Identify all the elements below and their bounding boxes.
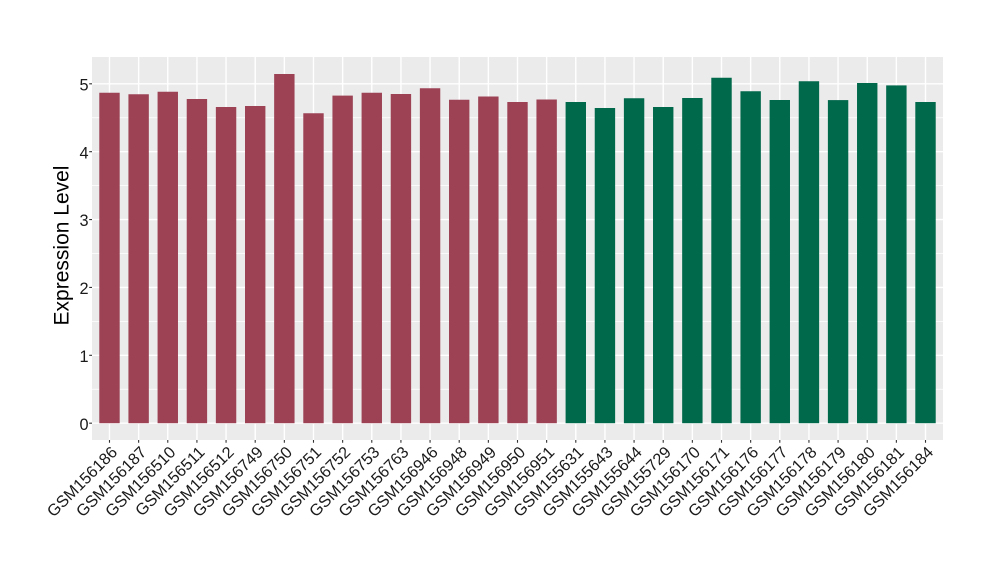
svg-text:4: 4 (79, 144, 88, 162)
svg-text:2: 2 (79, 280, 88, 298)
svg-text:Expression Level: Expression Level (51, 166, 74, 326)
svg-text:1: 1 (79, 348, 88, 366)
svg-text:3: 3 (79, 212, 88, 230)
svg-text:5: 5 (79, 76, 88, 94)
svg-text:0: 0 (79, 416, 88, 434)
